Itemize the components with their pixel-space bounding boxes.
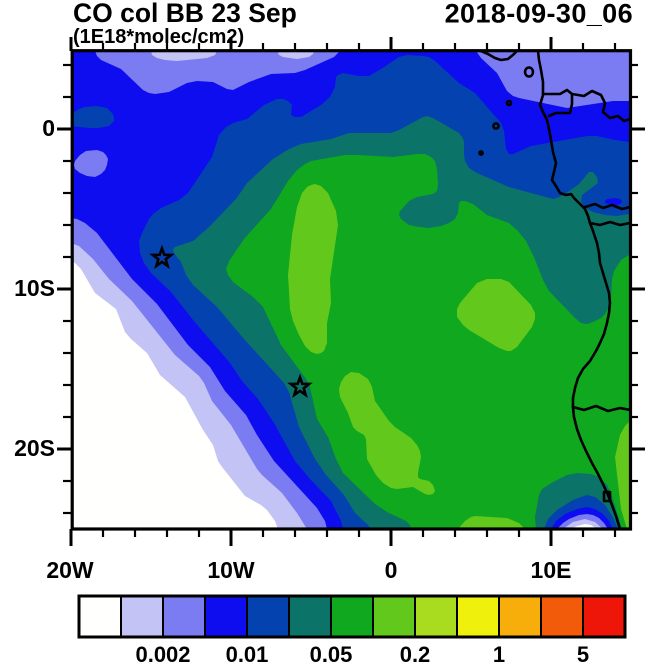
svg-text:0.05: 0.05 xyxy=(310,642,353,667)
svg-text:0.01: 0.01 xyxy=(226,642,269,667)
svg-text:5: 5 xyxy=(577,642,589,667)
svg-text:10E: 10E xyxy=(531,557,572,583)
svg-text:0: 0 xyxy=(385,557,398,583)
svg-text:CO col BB 23 Sep: CO col BB 23 Sep xyxy=(73,0,297,28)
svg-text:0.2: 0.2 xyxy=(400,642,431,667)
svg-text:10S: 10S xyxy=(14,275,55,301)
svg-text:(1E18*molec/cm2): (1E18*molec/cm2) xyxy=(73,26,244,48)
svg-text:10W: 10W xyxy=(207,557,255,583)
svg-text:20W: 20W xyxy=(46,557,94,583)
svg-text:2018-09-30_06: 2018-09-30_06 xyxy=(445,0,633,29)
svg-text:20S: 20S xyxy=(14,435,55,461)
svg-text:1: 1 xyxy=(493,642,505,667)
svg-text:0.002: 0.002 xyxy=(135,642,190,667)
svg-text:0: 0 xyxy=(42,115,55,141)
